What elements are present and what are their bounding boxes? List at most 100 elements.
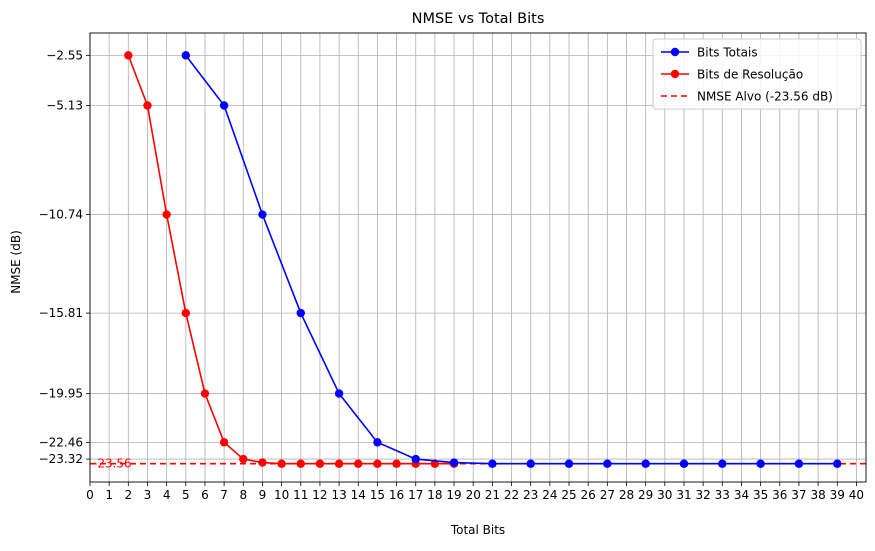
legend: Bits Totais Bits de Resolução NMSE Alvo (-… bbox=[652, 38, 862, 110]
x-tick-label: 7 bbox=[220, 488, 228, 502]
y-tick-label: −5.13 bbox=[46, 99, 83, 113]
data-point bbox=[334, 389, 344, 398]
data-point bbox=[756, 459, 765, 468]
x-tick-label: 24 bbox=[542, 488, 557, 502]
x-tick-label: 16 bbox=[389, 488, 404, 502]
data-point bbox=[718, 459, 727, 468]
x-tick-label: 10 bbox=[274, 488, 289, 502]
x-tick-label: 21 bbox=[485, 488, 500, 502]
x-tick-label: 36 bbox=[772, 488, 787, 502]
x-tick-label: 39 bbox=[830, 488, 845, 502]
legend-box bbox=[652, 38, 862, 110]
data-point bbox=[124, 51, 133, 60]
plot-frame bbox=[89, 32, 867, 483]
x-tick-label: 29 bbox=[638, 488, 653, 502]
data-point bbox=[181, 308, 191, 318]
x-tick-label: 0 bbox=[86, 488, 94, 502]
x-tick-label: 11 bbox=[293, 488, 308, 502]
data-point bbox=[143, 101, 152, 110]
x-tick-label: 35 bbox=[753, 488, 768, 502]
y-tick-label: −10.74 bbox=[39, 208, 83, 222]
x-tick-label: 3 bbox=[144, 488, 152, 502]
data-point bbox=[239, 454, 248, 464]
data-point bbox=[526, 459, 535, 468]
x-tick-label: 27 bbox=[600, 488, 615, 502]
data-point bbox=[315, 459, 325, 468]
x-tick-label: 17 bbox=[408, 488, 423, 502]
x-tick-label: 12 bbox=[312, 488, 327, 502]
x-tick-label: 15 bbox=[370, 488, 385, 502]
x-tick-label: 34 bbox=[734, 488, 749, 502]
legend-label: Bits de Resolução bbox=[697, 68, 803, 82]
x-tick-label: 33 bbox=[715, 488, 730, 502]
x-tick-label: 8 bbox=[239, 488, 247, 502]
data-point bbox=[258, 210, 267, 219]
x-tick-label: 6 bbox=[201, 488, 209, 502]
x-tick-label: 5 bbox=[182, 488, 190, 502]
data-point bbox=[603, 459, 612, 468]
axes: 0 1 2 3 4 5 6 7 8 9 10 11 12 13 14 15 16 17 18 19 20 21 22 23 24… bbox=[39, 32, 867, 502]
data-point bbox=[641, 459, 650, 468]
x-tick-label: 26 bbox=[581, 488, 596, 502]
data-point bbox=[833, 459, 842, 468]
x-tick-label: 28 bbox=[619, 488, 634, 502]
data-point bbox=[296, 308, 305, 318]
series-line bbox=[185, 54, 838, 465]
data-point bbox=[219, 101, 229, 110]
x-tick-label: 32 bbox=[695, 488, 710, 502]
y-axis-label: NMSE (dB) bbox=[9, 230, 23, 294]
data-point bbox=[679, 459, 689, 468]
y-tick-label: −19.95 bbox=[39, 387, 83, 401]
legend-label: Bits Totais bbox=[697, 46, 758, 60]
chart-title: NMSE vs Total Bits bbox=[412, 11, 545, 27]
data-point bbox=[181, 51, 191, 60]
x-tick-label: 37 bbox=[791, 488, 806, 502]
target-line-group: -23.56 bbox=[90, 457, 866, 471]
data-point bbox=[392, 459, 401, 468]
data-point bbox=[334, 459, 344, 468]
series-group bbox=[124, 51, 842, 468]
data-point bbox=[373, 438, 382, 447]
series-0 bbox=[181, 51, 842, 468]
x-axis-label: Total Bits bbox=[450, 523, 505, 537]
y-tick-label: −22.46 bbox=[39, 435, 83, 449]
data-point bbox=[488, 459, 497, 468]
x-tick-label: 40 bbox=[849, 488, 864, 502]
x-tick-label: 23 bbox=[523, 488, 538, 502]
x-tick-label: 18 bbox=[427, 488, 442, 502]
data-point bbox=[354, 459, 363, 468]
series-line bbox=[127, 55, 455, 465]
x-tick-label: 2 bbox=[125, 488, 133, 502]
y-tick-label: −2.55 bbox=[46, 48, 83, 62]
x-tick-label: 1 bbox=[105, 488, 113, 502]
data-point bbox=[258, 458, 267, 467]
x-tick-label: 22 bbox=[504, 488, 519, 502]
x-tick-label: 30 bbox=[657, 488, 672, 502]
data-point bbox=[794, 459, 804, 468]
legend-label: NMSE Alvo (-23.56 dB) bbox=[697, 90, 833, 104]
data-point bbox=[219, 438, 229, 447]
data-point bbox=[449, 458, 459, 467]
data-point bbox=[200, 389, 210, 398]
y-tick-label: −23.32 bbox=[39, 452, 83, 466]
data-point bbox=[277, 459, 286, 468]
x-tick-label: 20 bbox=[466, 488, 481, 502]
x-tick-label: 14 bbox=[351, 488, 366, 502]
legend-marker bbox=[670, 69, 680, 79]
data-point bbox=[564, 459, 574, 468]
x-tick-label: 13 bbox=[331, 488, 346, 502]
data-point bbox=[296, 459, 305, 468]
x-tick-label: 9 bbox=[259, 488, 267, 502]
grid-lines bbox=[89, 33, 866, 482]
x-tick-label: 38 bbox=[810, 488, 825, 502]
y-tick-label: −15.81 bbox=[39, 306, 83, 320]
x-tick-label: 4 bbox=[163, 488, 171, 502]
data-point bbox=[373, 459, 382, 468]
data-point bbox=[411, 454, 420, 464]
x-tick-label: 31 bbox=[676, 488, 691, 502]
data-point bbox=[162, 210, 171, 219]
x-tick-label: 25 bbox=[561, 488, 576, 502]
target-line-label: -23.56 bbox=[93, 457, 132, 471]
